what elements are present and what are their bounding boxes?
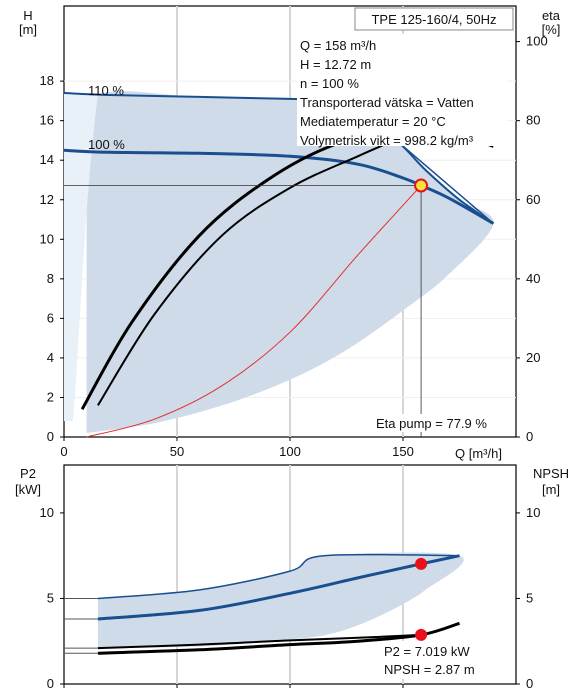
info-line-h: H = 12.72 m	[300, 57, 371, 72]
info-line-npsh: NPSH = 2.87 m	[384, 662, 475, 677]
eta-tick-label: 0	[526, 429, 533, 444]
curve-label-110: 110 %	[88, 83, 124, 98]
info-line-fluid: Transporterad vätska = Vatten	[300, 95, 474, 110]
eta-callout: Eta pump = 77.9 %	[376, 416, 487, 431]
operating-point-marker	[414, 178, 429, 193]
npsh-curve-110	[97, 633, 422, 650]
info-line-density: Volymetrisk vikt = 998.2 kg/m³	[300, 133, 474, 148]
eta-axis-unit: [%]	[542, 22, 561, 37]
h-axis-title: H	[23, 8, 32, 23]
info-box-bg	[297, 34, 507, 146]
npsh-tick-label: 10	[526, 505, 540, 520]
h-tick-label: 12	[40, 192, 54, 207]
h-tick-label: 8	[47, 271, 54, 286]
pump-model-label: TPE 125-160/4, 50Hz	[371, 12, 496, 27]
eta-tick-label: 60	[526, 192, 540, 207]
bottom-envelope-area	[97, 552, 464, 649]
eta-callout-bg	[374, 414, 506, 432]
top-x-tick-label: 50	[170, 444, 184, 459]
bottom-ticks: 0 5 10 0 5 10	[40, 505, 541, 691]
bottom-info-bg	[380, 641, 506, 679]
info-line-n: n = 100 %	[300, 76, 359, 91]
npsh-axis-unit: [m]	[542, 482, 560, 497]
npsh-axis-title: NPSH	[533, 466, 569, 481]
npsh-tick-label: 5	[526, 590, 533, 605]
system-curve	[86, 185, 422, 438]
eta-tick-label: 40	[526, 271, 540, 286]
top-ticks: 0 50 100 150 0 2 4 6 8 10 12 14 16 18 0 20 40 60 80 100	[40, 34, 548, 459]
eta-tick-label: 20	[526, 350, 540, 365]
bottom-envelope	[97, 552, 464, 649]
p2-axis-unit: [kW]	[15, 482, 41, 497]
p2-tick-label: 0	[47, 676, 54, 691]
h-tick-label: 4	[47, 350, 54, 365]
eta-tick-label: 100	[526, 34, 548, 49]
bottom-curves	[64, 553, 460, 655]
top-x-tick-label: 150	[392, 444, 414, 459]
p2-point-marker	[415, 557, 428, 570]
eta-tick-label: 80	[526, 113, 540, 128]
h-tick-label: 0	[47, 429, 54, 444]
info-line-p2: P2 = 7.019 kW	[384, 644, 470, 659]
curve-110-lead	[63, 92, 98, 96]
h-axis-unit: [m]	[19, 22, 37, 37]
max-curve-edge	[391, 135, 494, 225]
npsh-tick-label: 0	[526, 676, 533, 691]
p2-tick-label: 10	[40, 505, 54, 520]
p2-tick-label: 5	[47, 590, 54, 605]
npsh-point-marker	[415, 628, 428, 641]
q-axis-title: Q [m³/h]	[455, 446, 502, 461]
p2-axis-title: P2	[20, 466, 36, 481]
top-envelope	[64, 91, 494, 433]
h-tick-label: 10	[40, 231, 54, 246]
h-tick-label: 16	[40, 113, 54, 128]
h-tick-label: 14	[40, 152, 54, 167]
info-line-q: Q = 158 m³/h	[300, 38, 376, 53]
h-tick-label: 2	[47, 389, 54, 404]
info-line-temp: Mediatemperatur = 20 °C	[300, 114, 446, 129]
pump-model-box	[354, 7, 514, 31]
top-x-tick-label: 0	[60, 444, 67, 459]
curve-label-100: 100 %	[88, 137, 125, 152]
p2-curve-110	[97, 553, 460, 600]
head-curve-100	[63, 148, 495, 225]
top-envelope-left-band	[64, 92, 98, 422]
eta-axis-title: eta	[542, 8, 561, 23]
h-tick-label: 18	[40, 73, 54, 88]
top-x-tick-label: 100	[279, 444, 301, 459]
h-tick-label: 6	[47, 310, 54, 325]
efficiency-curve-110	[97, 128, 422, 406]
top-envelope-area	[85, 91, 494, 433]
head-efficiency-chart: 0 50 100 150 0 2 4 6 8 10 12 14 16 18 0 20 40 60 80 100 H […	[19, 5, 561, 461]
